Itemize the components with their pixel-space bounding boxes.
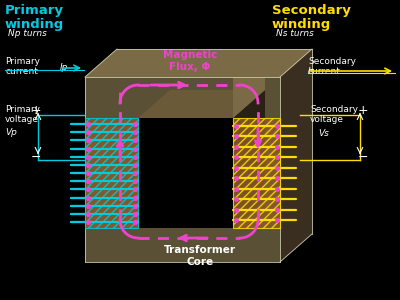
Polygon shape [233,49,265,118]
Text: Ns turns: Ns turns [276,29,314,38]
Text: Primary
current: Primary current [5,57,40,76]
Text: Is: Is [308,67,315,76]
Bar [85,118,138,228]
Text: −: − [358,151,368,164]
Polygon shape [138,90,265,118]
Text: Secondary
current: Secondary current [308,57,356,76]
Text: Vp: Vp [5,128,17,137]
Text: +: + [358,103,368,116]
Text: Primary
voltage: Primary voltage [5,105,40,124]
Text: Np turns: Np turns [8,29,47,38]
Polygon shape [233,77,280,262]
Text: −: − [31,151,41,164]
Polygon shape [85,49,170,77]
Bar [233,118,280,228]
Polygon shape [85,77,138,262]
Text: Ip: Ip [60,64,68,73]
Polygon shape [233,90,265,228]
Text: Secondary
voltage: Secondary voltage [310,105,358,124]
Text: +: + [31,103,41,116]
Text: Primary
winding: Primary winding [5,4,64,31]
Polygon shape [280,49,312,262]
Polygon shape [138,228,233,262]
Polygon shape [138,77,233,118]
Polygon shape [85,49,312,77]
Text: Transformer
Core: Transformer Core [164,245,236,267]
Text: Magnetic
Flux, Φ: Magnetic Flux, Φ [163,50,217,72]
Text: Secondary
winding: Secondary winding [272,4,351,31]
Text: Vs: Vs [318,129,329,138]
Polygon shape [233,49,312,77]
